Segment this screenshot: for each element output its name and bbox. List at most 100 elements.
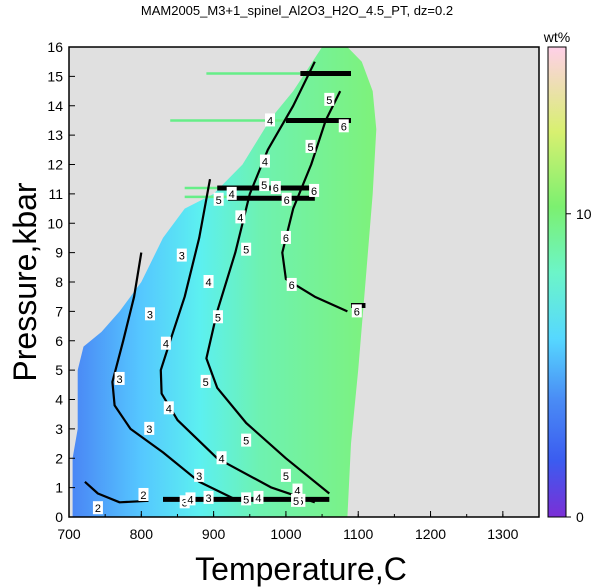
contour-label: 5 [291,493,302,508]
contour-label: 5 [200,374,211,389]
svg-text:3: 3 [146,424,152,436]
contour-label: 4 [265,113,276,127]
colorbar [547,46,567,518]
contour-label: 5 [280,468,291,483]
contour-label: 6 [351,304,362,318]
svg-text:3: 3 [205,493,211,505]
svg-text:5: 5 [283,471,289,483]
y-tick-label: 0 [55,509,63,525]
contour-label: 6 [309,183,320,198]
contour-label: 3 [114,371,125,386]
svg-text:6: 6 [284,195,290,207]
contour-label: 6 [280,230,291,245]
contour-label: 4 [292,483,303,498]
y-tick-label: 6 [55,333,63,349]
svg-text:5: 5 [326,95,332,107]
contour-label: 6 [286,277,297,292]
contour-label: 6 [270,181,281,195]
y-tick-label: 2 [55,450,63,466]
contour-label: 4 [259,154,270,169]
svg-text:4: 4 [205,277,211,289]
svg-text:4: 4 [255,493,261,505]
svg-text:4: 4 [163,339,169,351]
contour-label: 2 [92,501,103,515]
svg-text:4: 4 [219,453,225,465]
contour-label: 5 [241,433,252,448]
svg-text:6: 6 [341,121,347,133]
y-tick-label: 16 [47,39,63,55]
svg-text:6: 6 [283,233,289,245]
svg-text:5: 5 [261,180,267,192]
y-tick-label: 7 [55,303,63,319]
contour-label: 3 [144,421,155,436]
y-tick-label: 13 [47,127,63,143]
svg-text:4: 4 [237,212,243,224]
x-tick-label: 900 [202,526,226,542]
contour-label: 3 [194,468,205,483]
colorbar-label: wt% [543,29,570,45]
svg-text:4: 4 [294,486,300,498]
contour-label: 6 [281,192,292,207]
svg-text:6: 6 [273,183,279,195]
x-axis-title: Temperature,C [195,551,407,587]
y-axis-title: Pressure,kbar [7,182,43,382]
contour-labels: 223333333444444444445555555555556666666 [92,92,362,515]
x-tick-label: 700 [57,526,81,542]
contour-label: 4 [203,275,214,289]
svg-text:4: 4 [229,189,235,201]
x-tick-label: 1100 [343,526,373,542]
contour-label: 5 [259,178,270,192]
y-tick-label: 14 [47,98,63,114]
contour-label: 5 [212,310,223,324]
svg-text:5: 5 [307,142,313,154]
contour-line-6 [281,90,348,313]
contour-line-3 [111,252,236,501]
contour-label: 3 [144,307,155,321]
contour-label: 4 [160,336,171,351]
contour-label: 4 [235,210,246,224]
svg-text:5: 5 [243,245,249,257]
chart-title: MAM2005_M3+1_spinel_Al2O3_H2O_4.5_PT, dz… [141,3,453,18]
y-tick-label: 9 [55,245,63,261]
colorbar-tick-label: 0 [576,509,584,525]
contour-label: 5 [305,139,316,154]
y-tick-label: 10 [47,215,63,231]
y-tick-label: 8 [55,274,63,290]
contour-label: 3 [203,490,214,505]
svg-text:6: 6 [311,186,317,198]
contour-label: 3 [179,495,190,509]
data-field [72,47,377,517]
contour-label: 4 [185,492,196,506]
y-tick-label: 3 [55,421,63,437]
svg-text:5: 5 [243,494,249,506]
svg-text:6: 6 [289,280,295,292]
svg-text:4: 4 [262,157,268,169]
contour-label: 4 [226,186,237,201]
svg-text:5: 5 [215,312,221,324]
contour-line-2 [84,480,149,504]
svg-text:5: 5 [293,496,299,508]
contour-label: 2 [138,487,149,502]
contour-label: 4 [253,490,264,505]
y-tick-label: 11 [48,186,63,202]
svg-text:3: 3 [179,251,185,263]
svg-text:5: 5 [203,377,209,389]
contour-label: 5 [241,492,252,506]
colorbar-ticks: 0 10 [566,206,592,525]
contour-label: 5 [241,242,252,257]
x-tick-label: 1300 [487,526,518,542]
plot-content: 223333333444444444445555555555556666666 [72,47,377,517]
contour-line-4 [159,179,316,504]
svg-text:2: 2 [95,503,101,515]
svg-text:3: 3 [182,497,188,509]
svg-text:4: 4 [166,403,172,415]
svg-text:6: 6 [354,306,360,318]
x-tick-label: 800 [130,526,154,542]
y-tick-label: 4 [55,392,63,408]
svg-text:5: 5 [243,436,249,448]
svg-text:5: 5 [216,195,222,207]
x-tick-label: 1200 [415,526,446,542]
y-tick-label: 1 [55,480,63,496]
x-tick-label: 1000 [270,526,301,542]
